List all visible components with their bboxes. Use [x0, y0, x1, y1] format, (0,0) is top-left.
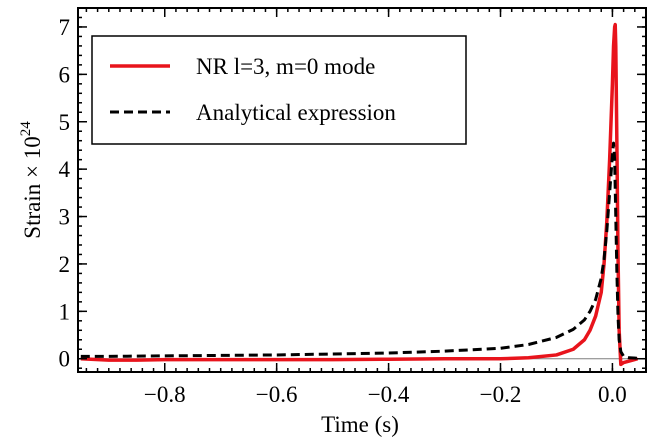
- x-tick-label: −0.6: [256, 382, 298, 407]
- series-layer: [80, 22, 639, 367]
- series-line-0: [80, 22, 639, 367]
- x-axis-title: Time (s): [321, 412, 399, 437]
- x-tick-label: −0.2: [480, 382, 522, 407]
- y-axis-title-exponent: 24: [18, 121, 34, 137]
- y-axis-title: Strain × 1024: [18, 121, 45, 239]
- y-tick-label: 1: [59, 299, 71, 324]
- x-tick-label: −0.8: [144, 382, 186, 407]
- y-axis-title-text: Strain × 10: [20, 136, 45, 238]
- y-tick-label: 4: [59, 157, 71, 182]
- x-tick-label: −0.4: [368, 382, 410, 407]
- y-tick-label: 3: [59, 205, 71, 230]
- series-line-1: [80, 141, 638, 360]
- svg-text:Strain × 1024: Strain × 1024: [18, 121, 45, 239]
- legend-label-0: NR l=3, m=0 mode: [196, 54, 375, 79]
- axes-layer: −0.8 −0.6 −0.4 −0.2 0.0 0 1 2 3 4 5 6 7: [59, 8, 647, 407]
- legend: NR l=3, m=0 mode Analytical expression: [91, 35, 467, 145]
- legend-label-1: Analytical expression: [196, 100, 396, 125]
- x-tick-label: 0.0: [598, 382, 627, 407]
- y-tick-label: 6: [59, 62, 71, 87]
- y-tick-label: 7: [59, 15, 71, 40]
- legend-box: [91, 35, 467, 145]
- y-tick-label: 0: [59, 347, 71, 372]
- y-tick-label: 5: [59, 110, 71, 135]
- y-tick-label: 2: [59, 252, 71, 277]
